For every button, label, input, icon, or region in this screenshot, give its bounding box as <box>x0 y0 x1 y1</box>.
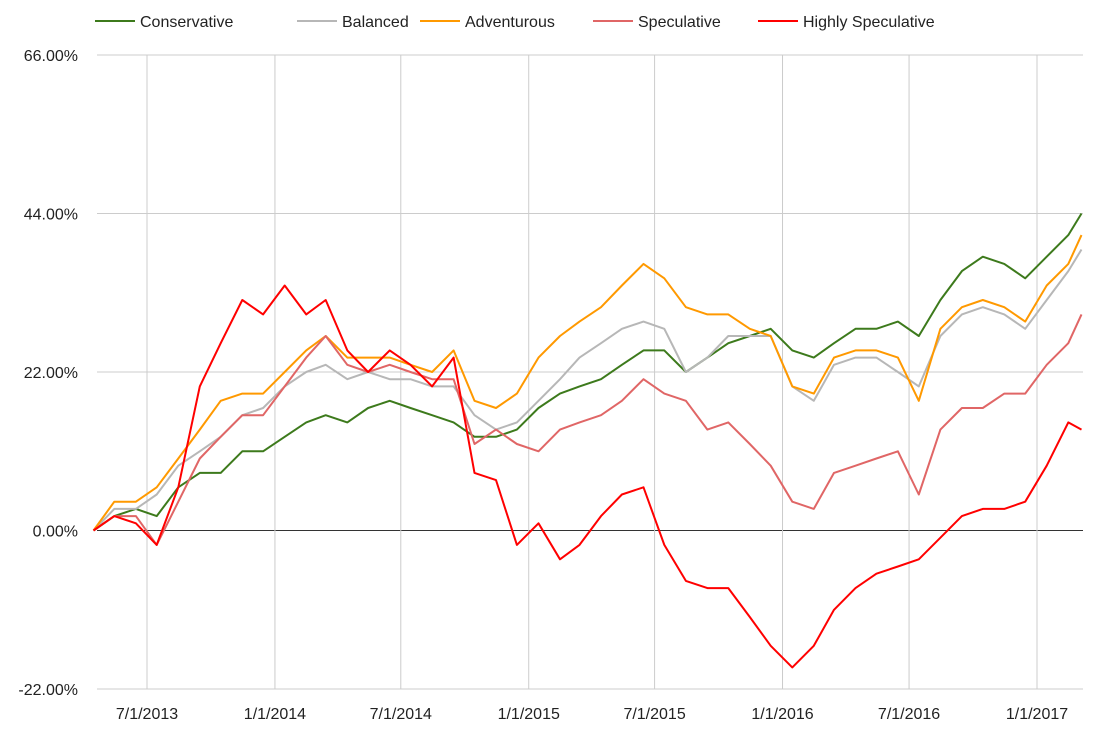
x-tick-label: 7/1/2013 <box>116 706 178 723</box>
y-axis-labels: -22.00% 0.00% 22.00% 44.00% 66.00% <box>18 48 78 699</box>
x-tick-label: 7/1/2014 <box>370 706 432 723</box>
x-axis-labels: 7/1/2013 1/1/2014 7/1/2014 1/1/2015 7/1/2015… <box>116 706 1068 723</box>
legend-label: Balanced <box>342 14 409 31</box>
legend-item-speculative: Speculative <box>593 14 721 31</box>
series-line-conservative <box>92 212 1083 532</box>
series-line-highly-speculative <box>92 284 1082 669</box>
series-lines <box>92 212 1083 669</box>
legend-label: Highly Speculative <box>803 14 935 31</box>
x-tick-label: 7/1/2016 <box>878 706 940 723</box>
legend-item-highly-speculative: Highly Speculative <box>758 14 935 31</box>
x-tick-label: 1/1/2015 <box>498 706 560 723</box>
legend-label: Speculative <box>638 14 721 31</box>
gridlines <box>97 54 1083 690</box>
x-tick-label: 1/1/2016 <box>751 706 813 723</box>
legend-item-adventurous: Adventurous <box>420 14 555 31</box>
legend-item-conservative: Conservative <box>95 14 233 31</box>
y-tick-label: 0.00% <box>33 524 78 541</box>
x-tick-label: 7/1/2015 <box>623 706 685 723</box>
y-tick-label: 22.00% <box>24 365 78 382</box>
x-tick-label: 1/1/2017 <box>1006 706 1068 723</box>
y-tick-label: 44.00% <box>24 207 78 224</box>
series-line-adventurous <box>92 234 1083 532</box>
legend-label: Conservative <box>140 14 233 31</box>
series-line-speculative <box>92 313 1083 546</box>
legend: Conservative Balanced Adventurous Speculati… <box>95 14 935 31</box>
series-line-balanced <box>92 248 1083 532</box>
x-tick-label: 1/1/2014 <box>244 706 306 723</box>
legend-label: Adventurous <box>465 14 555 31</box>
y-tick-label: 66.00% <box>24 48 78 65</box>
y-tick-label: -22.00% <box>18 682 78 699</box>
legend-item-balanced: Balanced <box>297 14 409 31</box>
